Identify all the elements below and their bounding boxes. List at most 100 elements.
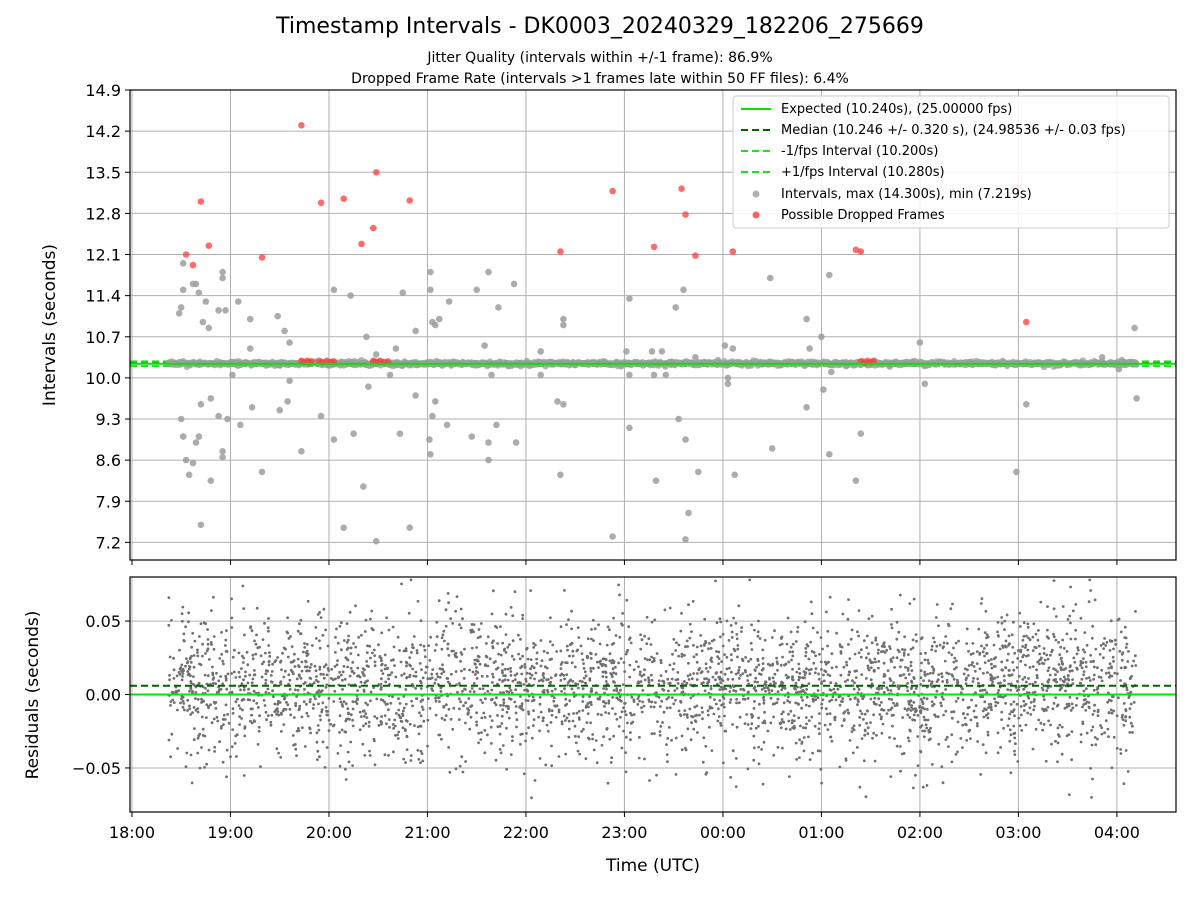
residual-point — [591, 666, 595, 670]
residual-point — [1082, 657, 1085, 660]
residual-point — [341, 678, 344, 682]
residual-point — [171, 698, 175, 702]
residual-point — [362, 690, 366, 693]
residual-point — [989, 673, 992, 677]
residual-point — [910, 686, 914, 689]
residual-point — [380, 677, 383, 681]
residual-point — [1102, 656, 1105, 660]
residual-point — [756, 630, 760, 634]
residual-point — [706, 709, 710, 713]
residual-point — [598, 642, 602, 646]
residual-point — [205, 703, 209, 707]
residual-point — [240, 682, 244, 686]
residual-point — [590, 637, 593, 641]
residual-point — [906, 682, 909, 685]
residual-point — [303, 745, 307, 748]
residual-point — [181, 675, 184, 678]
residual-point — [945, 678, 949, 682]
residual-point — [462, 677, 466, 680]
residual-point — [273, 702, 277, 706]
residual-point — [447, 707, 451, 711]
intervals-y-tick-label: 14.9 — [85, 81, 121, 100]
residual-point — [708, 642, 711, 645]
residual-point — [1107, 666, 1111, 670]
residual-point — [214, 707, 218, 710]
residual-point — [962, 672, 966, 676]
residual-point — [725, 655, 729, 659]
intervals-y-tick-label: 12.1 — [85, 246, 121, 265]
residual-point — [601, 675, 605, 678]
residual-point — [1050, 742, 1053, 746]
residual-point — [221, 718, 225, 721]
residual-point — [1031, 747, 1035, 751]
residual-point — [372, 739, 376, 743]
residual-point — [681, 682, 684, 686]
residual-point — [391, 695, 394, 699]
residual-point — [824, 662, 828, 666]
residual-point — [479, 698, 483, 702]
residual-point — [469, 705, 473, 708]
residual-point — [980, 597, 984, 601]
residual-point — [612, 671, 615, 675]
residual-point — [552, 699, 556, 703]
residual-point — [203, 766, 207, 769]
interval-point — [626, 295, 633, 302]
residual-point — [1079, 664, 1082, 667]
residual-point — [529, 589, 532, 592]
residual-point — [1128, 715, 1132, 719]
residual-point — [357, 635, 360, 639]
residual-point — [896, 684, 900, 688]
interval-point — [818, 333, 825, 341]
residual-point — [649, 673, 653, 677]
interval-point — [426, 436, 433, 443]
residual-point — [252, 719, 256, 722]
residual-point — [557, 755, 561, 758]
residual-point — [847, 643, 850, 646]
residual-point — [597, 623, 600, 627]
residual-point — [515, 725, 518, 729]
residual-point — [605, 643, 609, 647]
residual-point — [1034, 632, 1038, 636]
residual-point — [730, 636, 734, 639]
residual-point — [1093, 703, 1096, 707]
residual-point — [885, 686, 889, 689]
residual-point — [1056, 760, 1059, 764]
residual-point — [720, 703, 723, 707]
residual-point — [568, 654, 571, 658]
residual-point — [728, 690, 732, 693]
residual-point — [1017, 716, 1021, 720]
residual-point — [992, 657, 996, 661]
residual-point — [276, 710, 280, 713]
residual-point — [1024, 702, 1028, 706]
residual-point — [560, 672, 564, 676]
dropped-frame-point — [298, 122, 305, 129]
residual-point — [859, 709, 862, 713]
residual-point — [768, 677, 771, 681]
interval-point — [286, 377, 293, 385]
residual-point — [293, 688, 297, 692]
residual-point — [400, 674, 404, 677]
residual-point — [1043, 658, 1047, 662]
interval-point — [330, 436, 338, 443]
residual-point — [221, 682, 225, 686]
residual-point — [782, 701, 786, 705]
residual-point — [990, 666, 994, 670]
residual-point — [912, 597, 916, 601]
residual-point — [954, 641, 958, 645]
residual-point — [176, 747, 180, 750]
residual-point — [833, 691, 837, 695]
residual-point — [920, 661, 923, 665]
residual-point — [623, 702, 626, 705]
residual-point — [1061, 638, 1064, 642]
interval-point — [224, 415, 231, 423]
residual-point — [451, 727, 455, 731]
residual-point — [734, 757, 738, 760]
residual-point — [906, 736, 910, 740]
residual-point — [956, 696, 960, 700]
residual-point — [1121, 651, 1125, 654]
residual-point — [539, 710, 543, 714]
residual-point — [969, 737, 972, 740]
residual-point — [245, 650, 249, 654]
residual-point — [338, 731, 341, 734]
residual-point — [509, 674, 513, 677]
